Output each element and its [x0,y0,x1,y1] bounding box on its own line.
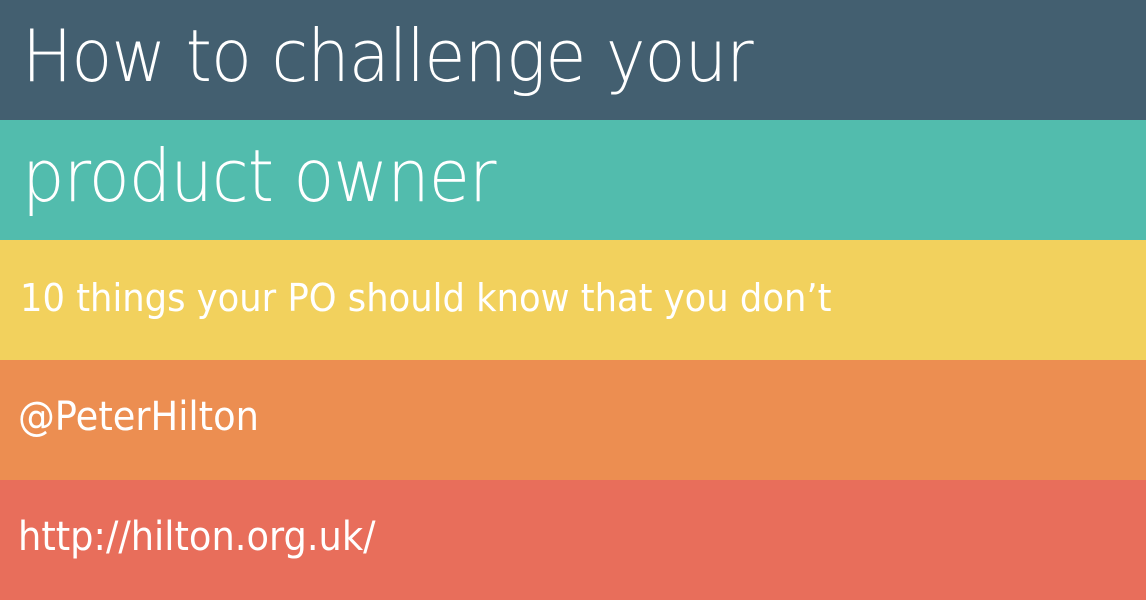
subtitle-band: 10 things your PO should know that you d… [0,240,1146,360]
website-band: http://hilton.org.uk/ [0,480,1146,600]
slide-subtitle: 10 things your PO should know that you d… [20,276,832,320]
twitter-handle: @PeterHilton [18,394,259,440]
slide-title-line-1: How to challenge your [22,14,754,98]
twitter-band: @PeterHilton [0,360,1146,480]
website-url: http://hilton.org.uk/ [18,514,376,560]
title-band-line-1: How to challenge your [0,0,1146,120]
title-band-line-2: product owner [0,120,1146,240]
slide-title-line-2: product owner [22,134,497,218]
